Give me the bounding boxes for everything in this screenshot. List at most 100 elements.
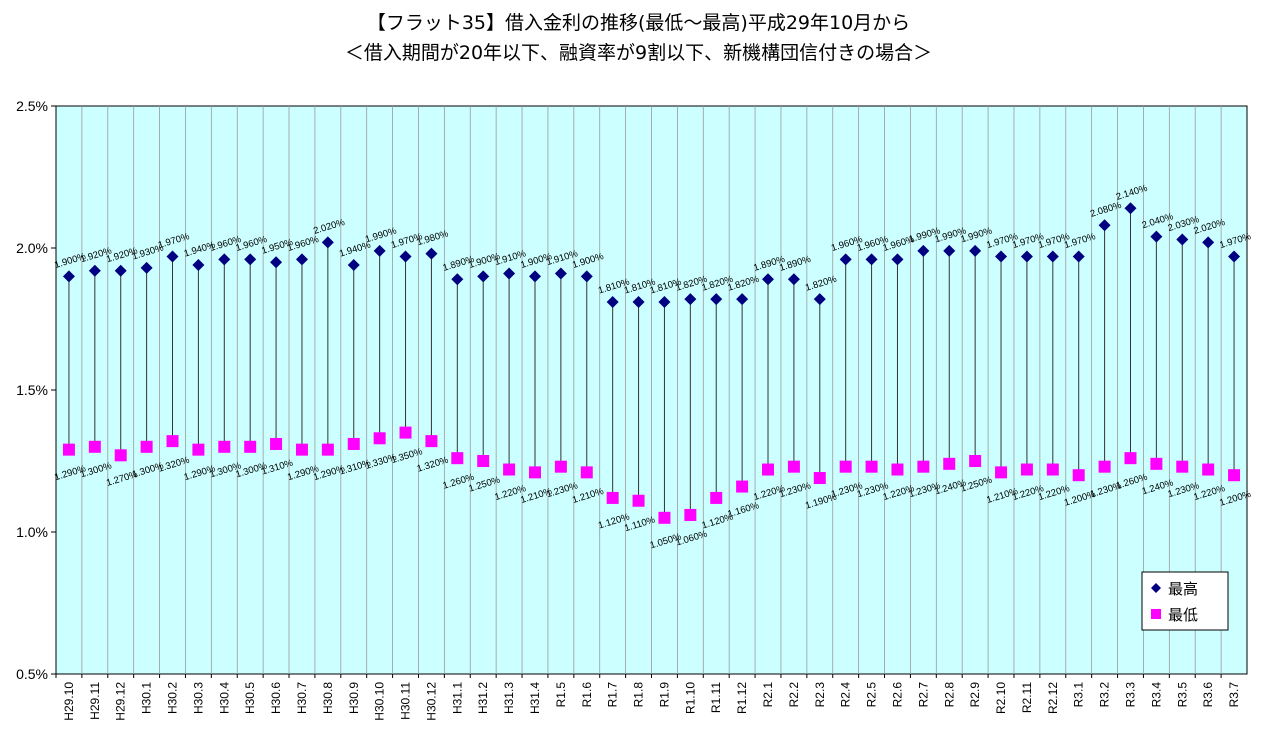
min-point bbox=[736, 480, 749, 493]
max-point bbox=[88, 264, 101, 277]
x-tick-label: R1.12 bbox=[735, 682, 749, 714]
min-point bbox=[943, 457, 956, 470]
max-point bbox=[969, 244, 982, 257]
max-point bbox=[943, 244, 956, 257]
max-point bbox=[580, 270, 593, 283]
max-point bbox=[632, 295, 645, 308]
min-point bbox=[62, 443, 75, 456]
min-point bbox=[114, 449, 127, 462]
min-point bbox=[632, 494, 645, 507]
min-point bbox=[166, 435, 179, 448]
min-point bbox=[503, 463, 516, 476]
max-point bbox=[1072, 250, 1085, 263]
x-tick-label: R2.4 bbox=[839, 682, 853, 708]
legend-max-marker bbox=[1151, 583, 1161, 593]
max-point bbox=[762, 273, 775, 286]
min-point bbox=[1124, 452, 1137, 465]
y-tick-label: 1.5% bbox=[16, 382, 48, 398]
max-point bbox=[321, 236, 334, 249]
max-point bbox=[114, 264, 127, 277]
min-point bbox=[270, 437, 283, 450]
max-point bbox=[477, 270, 490, 283]
x-tick-label: H29.10 bbox=[62, 682, 76, 721]
y-tick-label: 0.5% bbox=[16, 666, 48, 682]
min-point bbox=[969, 455, 982, 467]
min-point bbox=[1098, 460, 1111, 473]
max-point bbox=[658, 295, 671, 308]
x-tick-label: H30.4 bbox=[217, 682, 231, 714]
max-point bbox=[917, 244, 930, 257]
x-tick-label: R2.7 bbox=[916, 682, 930, 708]
x-tick-label: R3.1 bbox=[1072, 682, 1086, 708]
min-point bbox=[140, 440, 153, 453]
chart-title: 【フラット35】借入金利の推移(最低〜最高)平成29年10月から bbox=[366, 12, 911, 34]
legend-max-label: 最高 bbox=[1168, 580, 1198, 598]
min-point bbox=[1046, 463, 1059, 476]
max-point bbox=[295, 253, 308, 266]
max-point bbox=[813, 293, 826, 306]
max-point bbox=[787, 273, 800, 286]
x-tick-label: R1.10 bbox=[683, 682, 697, 714]
max-point bbox=[451, 273, 464, 286]
x-tick-label: H30.7 bbox=[295, 682, 309, 714]
min-point bbox=[813, 472, 826, 485]
min-point bbox=[1020, 463, 1033, 476]
max-point bbox=[1150, 230, 1163, 243]
max-point bbox=[710, 293, 723, 306]
min-point bbox=[865, 460, 878, 473]
min-point bbox=[425, 435, 438, 448]
x-tick-label: H31.1 bbox=[450, 682, 464, 714]
min-point bbox=[917, 460, 930, 473]
min-point bbox=[580, 466, 593, 479]
max-point bbox=[192, 259, 205, 272]
min-point bbox=[658, 511, 671, 524]
x-tick-label: R2.3 bbox=[813, 682, 827, 708]
max-point bbox=[62, 270, 75, 283]
max-point bbox=[995, 250, 1008, 263]
x-tick-label: H30.10 bbox=[373, 682, 387, 721]
legend-min-label: 最低 bbox=[1168, 606, 1198, 624]
min-point bbox=[218, 440, 231, 453]
max-point bbox=[270, 256, 283, 269]
x-tick-label: R3.7 bbox=[1227, 682, 1241, 708]
max-point bbox=[736, 293, 749, 306]
x-tick-label: H30.2 bbox=[166, 682, 180, 714]
x-tick-label: H30.1 bbox=[140, 682, 154, 714]
min-point bbox=[710, 491, 723, 504]
min-point bbox=[1202, 463, 1215, 476]
max-point bbox=[218, 253, 231, 266]
max-point bbox=[425, 247, 438, 260]
max-point bbox=[554, 267, 567, 280]
legend-box bbox=[1141, 571, 1229, 631]
x-tick-label: R1.9 bbox=[657, 682, 671, 708]
x-tick-label: R1.6 bbox=[580, 682, 594, 708]
x-tick-label: R1.11 bbox=[709, 682, 723, 713]
max-point bbox=[347, 259, 360, 272]
y-tick-label: 1.0% bbox=[16, 524, 48, 540]
max-point bbox=[373, 244, 386, 257]
max-point bbox=[1176, 233, 1189, 246]
x-tick-label: H30.3 bbox=[191, 682, 205, 714]
x-tick-label: R2.6 bbox=[890, 682, 904, 708]
max-point bbox=[1228, 250, 1241, 263]
max-point bbox=[1020, 250, 1033, 263]
x-tick-label: R2.2 bbox=[787, 682, 801, 708]
min-point bbox=[995, 466, 1008, 479]
x-tick-label: H31.3 bbox=[502, 682, 516, 714]
max-point bbox=[399, 250, 412, 263]
max-point bbox=[1124, 202, 1137, 215]
max-point bbox=[865, 253, 878, 266]
min-point bbox=[606, 491, 619, 504]
min-point bbox=[1150, 457, 1163, 470]
max-point bbox=[1202, 236, 1215, 249]
x-tick-label: H30.11 bbox=[399, 682, 413, 720]
x-tick-label: R3.4 bbox=[1149, 682, 1163, 708]
x-tick-label: H30.9 bbox=[347, 682, 361, 714]
y-tick-label: 2.0% bbox=[16, 240, 48, 256]
min-point bbox=[451, 452, 464, 465]
x-tick-label: H30.6 bbox=[269, 682, 283, 714]
max-point bbox=[684, 293, 697, 306]
min-point bbox=[528, 466, 541, 479]
min-point bbox=[1176, 460, 1189, 473]
